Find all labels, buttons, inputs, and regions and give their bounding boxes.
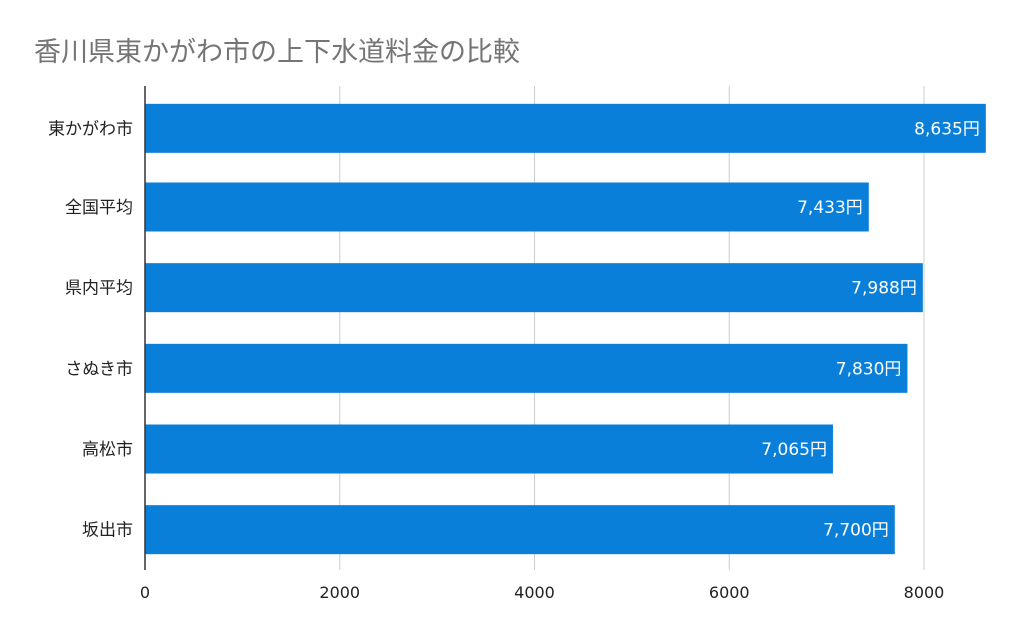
category-label: 坂出市 (82, 521, 133, 541)
bar (145, 103, 986, 153)
category-label: 県内平均 (65, 279, 133, 299)
bar (145, 343, 908, 393)
x-tick-label: 4000 (514, 583, 555, 602)
data-label: 8,635円 (914, 119, 980, 139)
bar (145, 263, 923, 313)
chart-title: 香川県東かがわ市の上下水道料金の比較 (34, 37, 520, 68)
x-tick-label: 8000 (904, 583, 945, 602)
x-tick-label: 6000 (709, 583, 750, 602)
x-tick-label: 0 (140, 583, 150, 602)
data-label: 7,433円 (797, 198, 863, 218)
bar (145, 424, 833, 474)
category-label: 高松市 (82, 440, 133, 460)
data-label: 7,065円 (761, 440, 827, 460)
category-label: 東かがわ市 (48, 119, 133, 139)
x-tick-label: 2000 (319, 583, 360, 602)
data-label: 7,988円 (851, 279, 917, 299)
category-label: さぬき市 (65, 359, 133, 379)
data-label: 7,700円 (823, 521, 889, 541)
category-label: 全国平均 (65, 198, 133, 218)
bar (145, 182, 869, 232)
bar (145, 505, 895, 555)
data-label: 7,830円 (836, 359, 902, 379)
